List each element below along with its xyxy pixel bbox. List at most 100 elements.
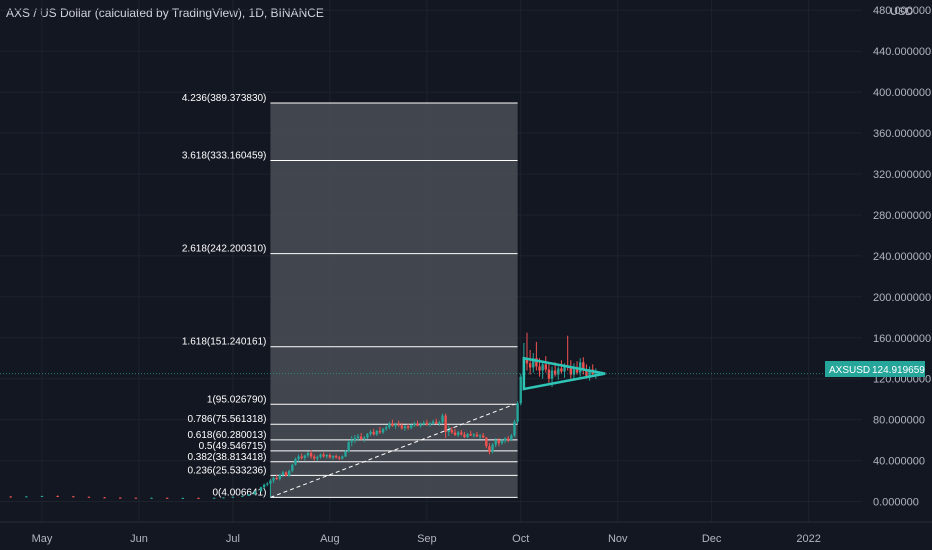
candle-body <box>331 455 335 458</box>
candle-body <box>56 496 59 498</box>
candle-body <box>541 364 544 371</box>
candle-body <box>291 464 294 471</box>
candle-body <box>585 370 588 377</box>
candle-body <box>453 432 457 435</box>
x-tick-label: Sep <box>417 533 437 545</box>
y-tick-label: 160.000000 <box>873 333 931 345</box>
candle-body <box>328 454 332 458</box>
candle-body <box>469 433 472 436</box>
candle-body <box>384 427 388 429</box>
candle-body <box>503 438 507 441</box>
candle-body <box>347 442 350 452</box>
fib-level-label: 1(95.026790) <box>207 394 267 405</box>
candle-body <box>391 423 394 426</box>
candle-body <box>306 452 310 456</box>
dashed-trendline <box>270 403 515 498</box>
time-axis[interactable]: May Jun Jul Aug Sep Oct Nov Dec 2022 <box>0 521 932 545</box>
candle-body <box>435 421 438 424</box>
candle-body <box>557 368 560 375</box>
candle-body <box>560 368 563 372</box>
candle-body <box>466 433 469 438</box>
candle-body <box>25 496 28 498</box>
candle-body <box>575 368 579 373</box>
candle-body <box>388 423 391 428</box>
price-tag-symbol: AXSUSD <box>829 365 870 376</box>
x-tick-label: Jul <box>226 533 240 545</box>
candle-body <box>303 455 307 459</box>
candle-body <box>341 456 344 459</box>
candle-body <box>350 440 353 443</box>
fib-level-label: 3.618(333.160459) <box>182 151 267 162</box>
y-tick-label: 80.000000 <box>873 415 925 427</box>
last-price-tag: AXSUSD 124.919659 <box>825 361 925 377</box>
candle-body <box>450 429 454 433</box>
candle-body <box>394 424 397 426</box>
candle-body <box>366 433 369 438</box>
candle-body <box>287 470 291 476</box>
candle-body <box>400 425 404 429</box>
candle-body <box>547 369 551 379</box>
fib-level-label: 0(4.006641) <box>212 487 266 498</box>
fib-level-label: 0.5(49.546715) <box>199 441 267 452</box>
candle-body <box>544 364 547 370</box>
candle-body <box>406 426 410 428</box>
y-tick-label: 360.000000 <box>873 128 931 140</box>
candle-body <box>266 483 269 485</box>
candle-body <box>181 497 185 499</box>
candle-body <box>588 369 591 377</box>
candle-body <box>165 497 169 499</box>
candle-body <box>538 366 541 371</box>
fib-level-label: 0.786(75.561318) <box>187 414 266 425</box>
candle-body <box>491 444 494 452</box>
candle-body <box>494 440 497 445</box>
candle-body <box>297 456 300 460</box>
candle-body <box>569 367 573 375</box>
candle-body <box>9 496 12 498</box>
fib-level-label: 0.236(25.533236) <box>187 465 266 476</box>
currency-label: USD <box>890 6 913 18</box>
candle-body <box>356 436 360 439</box>
candle-body <box>325 454 328 457</box>
candle-body <box>272 477 275 481</box>
symmetrical-triangle <box>522 356 606 391</box>
fib-level-label: 0.382(38.813418) <box>187 452 266 463</box>
candle-body <box>378 430 382 433</box>
candle-body <box>363 437 366 440</box>
candle-body <box>259 487 263 492</box>
price-axis[interactable]: USD 0.00000040.00000080.000000120.000000… <box>862 0 932 522</box>
candle-body <box>309 452 313 457</box>
candle-body <box>359 436 363 440</box>
candle-body <box>488 446 491 452</box>
chart-title: AXS / US Dollar (calculated by TradingVi… <box>6 6 324 20</box>
y-tick-label: 480.000000 <box>873 5 931 17</box>
x-tick-label: Jun <box>130 533 148 545</box>
x-tick-label: Oct <box>512 533 529 545</box>
candle-body <box>281 472 285 475</box>
candle-body <box>397 424 400 426</box>
fibonacci-retracement[interactable]: 0(4.006641) 0.236(25.533236) 0.382(38.8134… <box>182 93 518 498</box>
y-tick-label: 320.000000 <box>873 169 931 181</box>
candle-body <box>222 497 225 499</box>
x-tick-label: 2022 <box>796 533 820 545</box>
candle-body <box>369 431 372 434</box>
candle-body <box>510 435 513 441</box>
candle-body <box>516 403 519 422</box>
candle-body <box>485 437 488 447</box>
candle-body <box>338 457 341 459</box>
fib-zone <box>270 102 518 498</box>
drawings[interactable] <box>0 356 862 498</box>
candle-body <box>212 497 216 499</box>
candle-body <box>447 429 450 432</box>
candle-body <box>284 472 288 476</box>
candle-body <box>550 370 554 379</box>
candle-body <box>472 434 476 436</box>
candle-body <box>478 435 482 437</box>
candle-body <box>372 431 375 435</box>
candle-body <box>460 432 463 435</box>
candle-body <box>375 430 379 435</box>
candle-body <box>532 358 535 368</box>
candle-body <box>344 451 347 457</box>
candle-body <box>319 454 322 458</box>
candle-body <box>410 425 413 428</box>
